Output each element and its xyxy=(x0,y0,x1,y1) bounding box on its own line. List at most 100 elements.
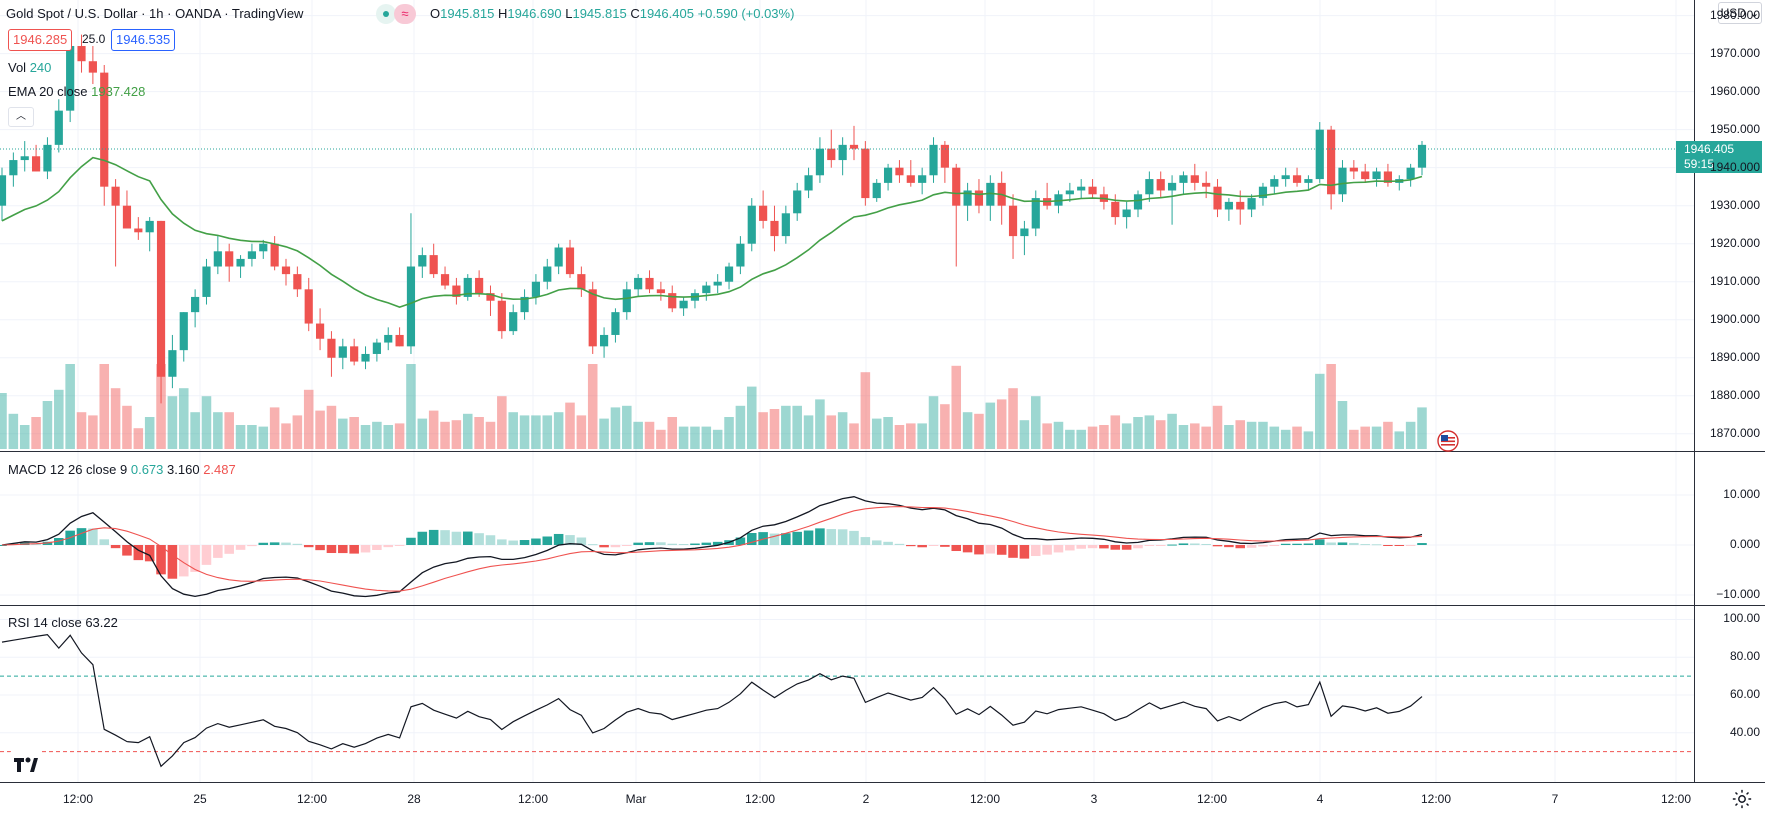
macd-histogram-bar xyxy=(1394,545,1405,546)
candle-body xyxy=(497,300,506,332)
rsi-legend[interactable]: RSI 14 close 63.22 xyxy=(8,615,118,631)
macd-histogram-bar xyxy=(815,528,825,545)
candle-body xyxy=(781,213,790,237)
macd-histogram-bar xyxy=(1008,545,1018,558)
macd-histogram-bar xyxy=(974,545,984,555)
volume-bar xyxy=(974,413,984,449)
volume-bar xyxy=(1076,429,1086,449)
candle-body xyxy=(1417,144,1427,168)
macd-tick-label: 10.000 xyxy=(1723,487,1760,501)
price-tick-label: 1980.000 xyxy=(1709,7,1760,22)
time-tick-label: 2 xyxy=(862,792,870,806)
market-status[interactable]: ≈ xyxy=(376,4,416,24)
macd-histogram-bar xyxy=(917,545,927,548)
candle-body xyxy=(1304,179,1313,183)
rsi-tick-label: 100.00 xyxy=(1723,611,1760,626)
macd-histogram-bar xyxy=(440,530,450,545)
volume-bar xyxy=(1212,405,1223,449)
volume-bar xyxy=(31,417,41,449)
volume-bar xyxy=(678,426,689,449)
macd-histogram-bar xyxy=(1224,545,1234,548)
gear-icon[interactable] xyxy=(1731,788,1753,810)
volume-bar xyxy=(349,417,359,449)
candle-body xyxy=(134,228,143,233)
macd-histogram-bar xyxy=(906,545,916,547)
time-tick-label: 12:00 xyxy=(1420,792,1452,806)
volume-bar xyxy=(1121,423,1132,449)
candle-body xyxy=(1167,182,1177,191)
price-tick-label: 1900.000 xyxy=(1709,311,1760,326)
candle-body xyxy=(645,277,654,290)
sell-price-button[interactable]: 1946.285 xyxy=(8,29,73,51)
macd-legend[interactable]: MACD 12 26 close 9 0.673 3.160 2.487 xyxy=(8,462,236,478)
macd-histogram-bar xyxy=(1190,543,1200,545)
volume-bar xyxy=(213,412,223,449)
macd-histogram-bar xyxy=(315,545,325,551)
candle-body xyxy=(952,167,961,206)
macd-histogram-bar xyxy=(667,543,678,545)
candle-body xyxy=(622,289,631,313)
spread-value: 25.0 xyxy=(82,32,106,46)
macd-histogram-bar xyxy=(951,545,962,552)
buy-price-button[interactable]: 1946.535 xyxy=(111,29,176,51)
candle-body xyxy=(9,160,18,176)
volume-bar xyxy=(735,405,746,449)
candle-body xyxy=(1133,194,1143,210)
volume-bar xyxy=(553,412,564,449)
candle-body xyxy=(611,312,620,335)
chevron-up-icon[interactable]: ︿ xyxy=(8,107,34,127)
macd-histogram-bar xyxy=(1280,543,1291,545)
currency-label: USD xyxy=(1720,6,1746,20)
candle-body xyxy=(1247,198,1256,210)
macd-histogram-bar xyxy=(553,533,564,545)
macd-histogram-bar xyxy=(1235,545,1246,549)
us-flag-icon[interactable] xyxy=(1437,430,1459,452)
tradingview-logo-icon[interactable] xyxy=(10,750,42,778)
macd-histogram-bar xyxy=(235,545,246,550)
candle-body xyxy=(100,72,109,187)
macd-histogram-bar xyxy=(167,545,178,579)
volume-legend[interactable]: Vol 240 xyxy=(8,60,51,76)
macd-histogram-bar xyxy=(1360,544,1370,546)
candle-body xyxy=(1406,167,1415,180)
macd-histogram-bar xyxy=(156,545,166,575)
ema-legend[interactable]: EMA 20 close 1937.428 xyxy=(8,84,145,100)
volume-bar xyxy=(1394,431,1405,449)
macd-histogram-bar xyxy=(1371,544,1382,546)
volume-bar xyxy=(144,417,155,449)
macd-histogram-bar xyxy=(701,542,712,545)
price-tick-label: 1920.000 xyxy=(1709,235,1760,250)
volume-bar xyxy=(769,409,780,449)
open-value: 1945.815 xyxy=(440,6,495,21)
currency-button[interactable]: USD ⌄ xyxy=(1718,2,1762,24)
volume-bar xyxy=(690,426,700,449)
candle-body xyxy=(736,243,745,267)
volume-bar xyxy=(622,405,632,449)
macd-histogram-bar xyxy=(1246,545,1257,548)
candle-body xyxy=(168,350,177,377)
volume-bar xyxy=(781,405,791,449)
volume-bar xyxy=(178,388,189,449)
macd-histogram-bar xyxy=(247,545,257,547)
macd-histogram-bar xyxy=(542,536,553,545)
time-tick-label: 12:00 xyxy=(969,792,1001,806)
chart-title: Gold Spot / U.S. Dollar · 1h · OANDA · T… xyxy=(6,6,304,21)
candle-body xyxy=(1122,209,1131,218)
volume-bar xyxy=(803,415,814,449)
candle-body xyxy=(0,175,7,206)
volume-bar xyxy=(383,425,394,449)
volume-bar xyxy=(462,413,473,449)
candle-body xyxy=(543,266,552,282)
candle-body xyxy=(759,205,768,221)
candle-body xyxy=(1270,179,1279,187)
volume-bar xyxy=(417,418,428,449)
volume-bar xyxy=(1133,417,1143,449)
candle-body xyxy=(77,46,86,62)
candle-body xyxy=(31,156,41,172)
volume-bar xyxy=(758,412,768,449)
market-open-icon xyxy=(376,4,396,24)
volume-bar xyxy=(1235,420,1246,449)
candle-body xyxy=(406,266,416,347)
macd-histogram-bar xyxy=(826,529,837,545)
